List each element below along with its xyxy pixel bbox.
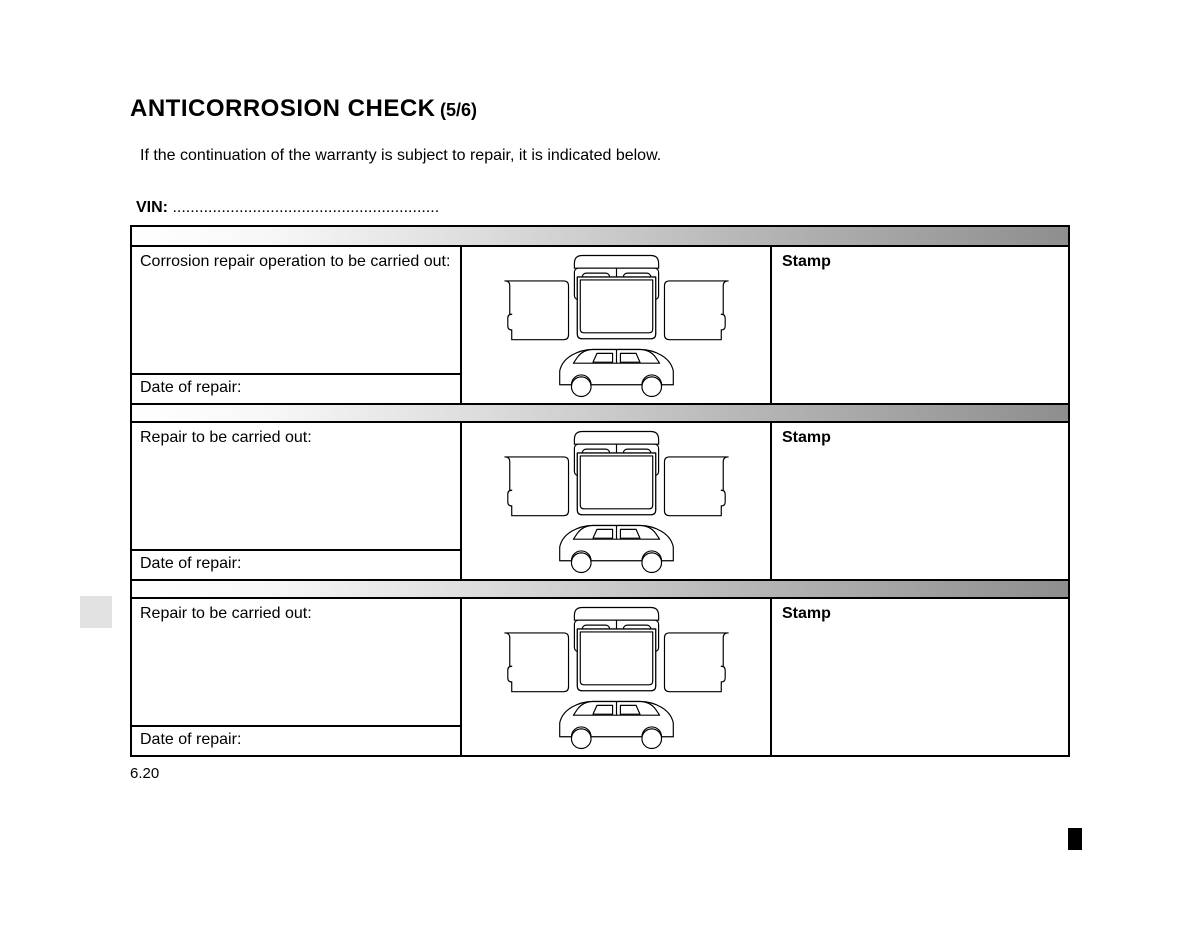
table-row: Repair to be carried out: Date of repair… [132,423,1068,579]
car-diagram-icon [499,250,734,400]
intro-text: If the continuation of the warranty is s… [140,147,1070,165]
diagram-column [462,423,772,579]
section-tab [80,596,112,628]
operation-label: Repair to be carried out: [132,599,460,725]
vin-label: VIN: [136,199,168,216]
stamp-column: Stamp [772,599,1068,755]
stamp-column: Stamp [772,247,1068,403]
title-main: ANTICORROSION CHECK [130,95,436,122]
diagram-column [462,247,772,403]
diagram-column [462,599,772,755]
check-table: Corrosion repair operation to be carried… [130,225,1070,757]
table-row: Corrosion repair operation to be carried… [132,247,1068,403]
date-label: Date of repair: [132,725,460,755]
car-diagram-icon [499,426,734,576]
separator-bar [132,403,1068,423]
separator-bar [132,579,1068,599]
vin-dots: ........................................… [172,199,439,216]
date-label: Date of repair: [132,549,460,579]
operation-column: Repair to be carried out: Date of repair… [132,599,462,755]
operation-label: Repair to be carried out: [132,423,460,549]
page-title: ANTICORROSION CHECK (5/6) [130,95,1070,123]
operation-label: Corrosion repair operation to be carried… [132,247,460,373]
page-number: 6.20 [130,765,1070,782]
car-diagram-icon [499,602,734,752]
stamp-column: Stamp [772,423,1068,579]
operation-column: Corrosion repair operation to be carried… [132,247,462,403]
crop-mark-icon [1068,828,1082,850]
date-label: Date of repair: [132,373,460,403]
vin-field: VIN: ...................................… [136,199,1070,217]
page-content: ANTICORROSION CHECK (5/6) If the continu… [130,95,1070,782]
operation-column: Repair to be carried out: Date of repair… [132,423,462,579]
table-row: Repair to be carried out: Date of repair… [132,599,1068,755]
title-pagination: (5/6) [440,100,477,120]
separator-bar [132,227,1068,247]
